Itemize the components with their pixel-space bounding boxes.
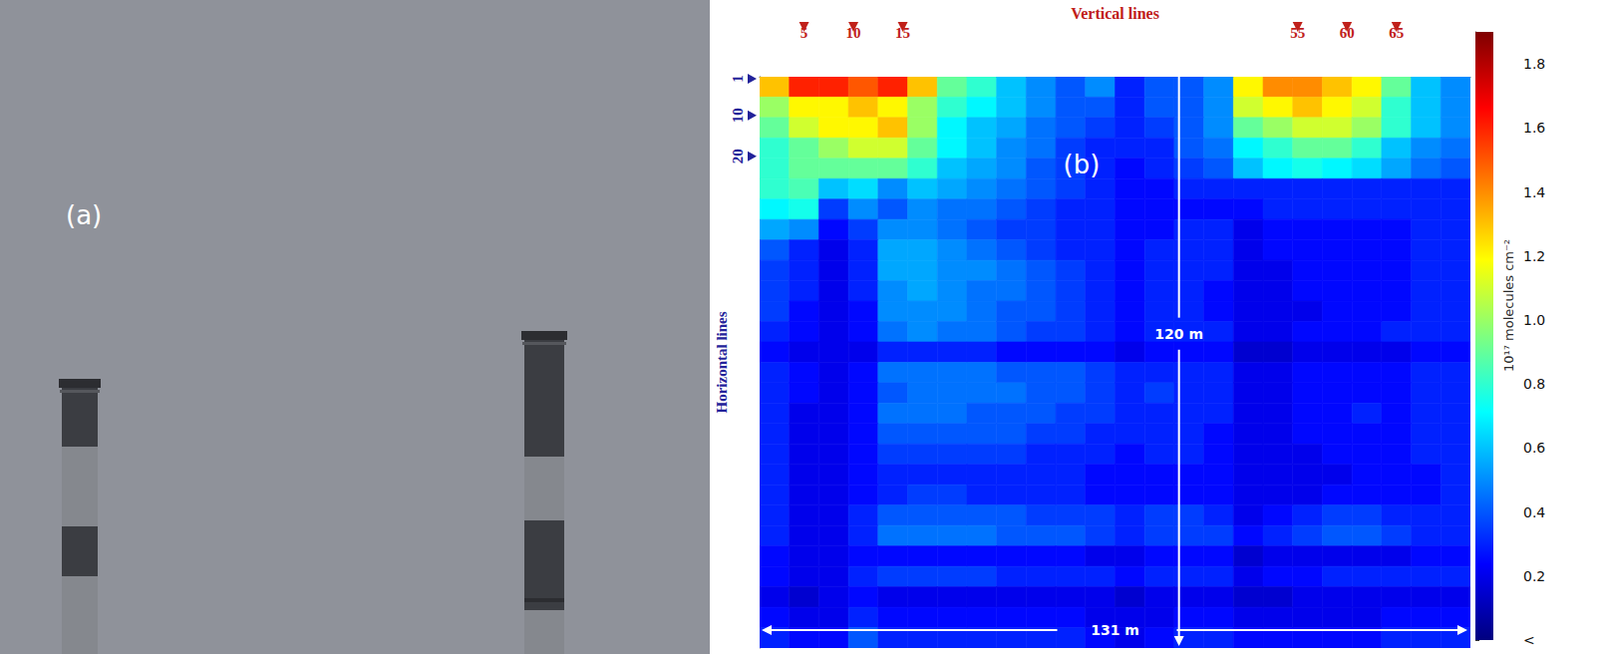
svg-text:10: 10 [845, 25, 861, 42]
svg-text:1.6: 1.6 [1523, 119, 1546, 136]
svg-text:(b): (b) [1063, 149, 1101, 180]
svg-text:10: 10 [729, 107, 746, 123]
svg-text:Vertical lines: Vertical lines [1070, 4, 1160, 22]
svg-text:120 m: 120 m [1154, 325, 1204, 342]
svg-text:60: 60 [1339, 25, 1355, 42]
svg-text:1.4: 1.4 [1523, 184, 1546, 201]
svg-text:1.0: 1.0 [1523, 312, 1546, 328]
svg-text:5: 5 [800, 25, 808, 42]
svg-text:1.2: 1.2 [1523, 248, 1546, 265]
svg-text:1: 1 [729, 74, 746, 83]
svg-text:65: 65 [1388, 25, 1404, 42]
svg-text:Horizontal lines: Horizontal lines [713, 311, 730, 413]
svg-text:131 m: 131 m [1090, 622, 1140, 639]
svg-text:10¹⁷ molecules cm⁻²: 10¹⁷ molecules cm⁻² [1501, 239, 1517, 372]
svg-text:<: < [1523, 632, 1536, 648]
svg-text:0.8: 0.8 [1523, 375, 1546, 392]
svg-text:0.2: 0.2 [1523, 568, 1546, 585]
svg-text:55: 55 [1290, 25, 1306, 42]
svg-text:15: 15 [895, 25, 911, 42]
svg-text:0.6: 0.6 [1523, 439, 1546, 456]
svg-text:20: 20 [729, 148, 746, 164]
svg-text:0.4: 0.4 [1523, 504, 1546, 521]
svg-text:(a): (a) [65, 200, 102, 231]
svg-text:1.8: 1.8 [1523, 55, 1546, 72]
